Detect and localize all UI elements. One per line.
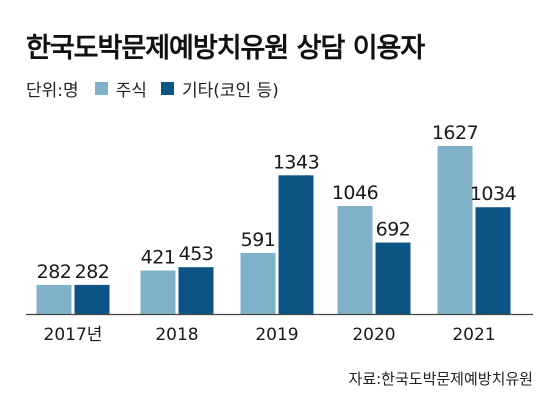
bar-other-3 <box>375 242 411 314</box>
x-tick-label-0: 2017년 <box>44 325 103 345</box>
legend-label-other: 기타(코인 등) <box>181 81 279 101</box>
x-tick-label-4: 2021 <box>452 325 495 345</box>
bar-other-4 <box>475 207 511 314</box>
legend-item-stock: 주식 <box>94 76 147 101</box>
legend-item-other: 기타(코인 등) <box>160 76 279 101</box>
legend: 단위:명 주식 기타(코인 등) <box>26 76 293 101</box>
x-tick-label-2: 2019 <box>255 325 298 345</box>
legend-swatch-stock <box>94 82 108 95</box>
data-label-stock-4: 1627 <box>432 122 478 144</box>
bar-stock-4 <box>437 146 473 314</box>
data-label-other-1: 453 <box>179 243 214 265</box>
bar-stock-3 <box>337 205 373 314</box>
data-label-stock-1: 421 <box>141 247 176 269</box>
data-label-other-4: 1034 <box>470 183 517 205</box>
bar-stock-1 <box>140 270 176 314</box>
data-label-other-2: 1343 <box>273 151 319 173</box>
bar-stock-0 <box>36 284 72 314</box>
legend-swatch-other <box>160 82 174 95</box>
x-tick-label-3: 2020 <box>352 325 395 345</box>
data-label-stock-0: 282 <box>37 261 72 283</box>
bar-other-1 <box>178 267 214 314</box>
bar-other-0 <box>74 284 110 314</box>
data-label-other-0: 282 <box>75 261 110 283</box>
x-tick-label-1: 2018 <box>155 325 198 345</box>
unit-label: 단위:명 <box>26 81 79 101</box>
source-note: 자료:한국도박문제예방치유원 <box>348 370 533 388</box>
data-label-other-3: 692 <box>376 219 411 241</box>
data-label-stock-3: 1046 <box>332 182 378 204</box>
bar-other-2 <box>278 175 314 314</box>
bar-stock-2 <box>240 252 276 314</box>
chart-title: 한국도박문제예방치유원 상담 이용자 <box>26 33 425 64</box>
legend-label-stock: 주식 <box>115 81 147 101</box>
data-label-stock-2: 591 <box>241 229 276 251</box>
